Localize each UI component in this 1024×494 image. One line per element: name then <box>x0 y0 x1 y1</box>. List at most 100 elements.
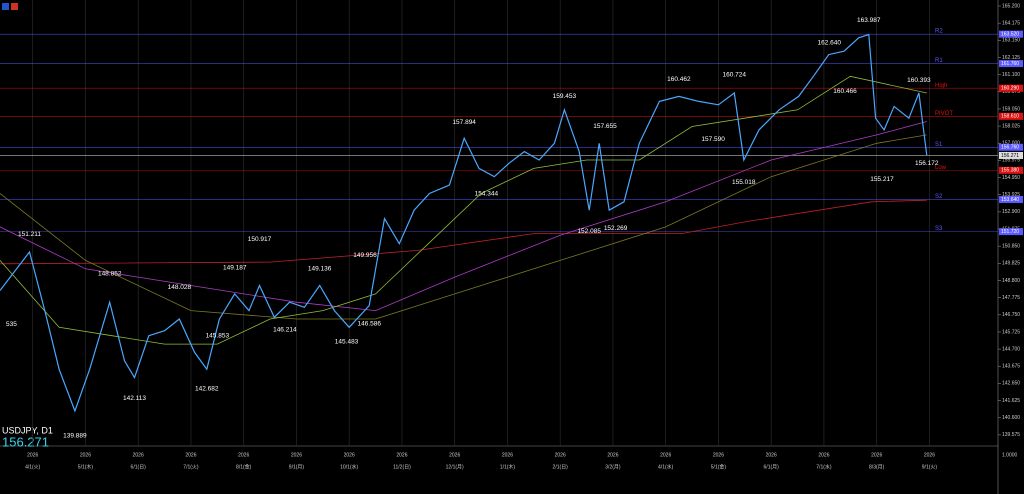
level-value: 163.520 <box>1001 31 1019 37</box>
y-tick-label: 155.975 <box>1002 158 1020 164</box>
level-box <box>999 60 1023 68</box>
y-tick-label: 160.075 <box>1002 89 1020 95</box>
y-tick-label: 154.950 <box>1002 175 1020 181</box>
level-value: 161.760 <box>1001 61 1019 67</box>
current-price-axis-label: 156.271 <box>1001 153 1019 159</box>
x-tick-label: 1/1(木) <box>500 463 516 470</box>
y-tick-label: 142.650 <box>1002 381 1020 387</box>
x-year-label: 2026 <box>713 452 724 458</box>
x-tick-label: 4/1(水) <box>658 463 674 470</box>
level-value: 153.640 <box>1001 197 1019 203</box>
level-name: High <box>935 83 947 89</box>
x-year-label: 2026 <box>871 452 882 458</box>
price-annotation: 142.113 <box>123 395 146 402</box>
level-box <box>999 112 1023 120</box>
x-year-label: 2026 <box>80 452 91 458</box>
price-annotation: 152.085 <box>577 228 601 235</box>
price-line <box>0 33 928 413</box>
sub-axis-label: 1.0000 <box>1002 452 1018 458</box>
price-annotation: 163.987 <box>857 17 881 24</box>
level-value: 151.720 <box>1001 229 1019 235</box>
price-annotation: 160.462 <box>667 76 691 83</box>
x-year-label: 2026 <box>449 452 460 458</box>
y-tick-label: 148.800 <box>1002 278 1020 284</box>
price-annotation: 148.852 <box>98 270 122 277</box>
price-annotation: 160.393 <box>907 77 931 84</box>
price-annotation: 159.453 <box>553 93 577 100</box>
level-name: Low <box>935 165 947 171</box>
x-year-label: 2026 <box>555 452 566 458</box>
price-annotation: 150.917 <box>248 236 272 243</box>
level-value: 158.610 <box>1001 114 1019 120</box>
price-annotation: 142.682 <box>195 386 219 393</box>
x-tick-label: 9/1(火) <box>922 464 938 470</box>
x-tick-label: 8/3(月) <box>869 464 885 470</box>
x-year-label: 2026 <box>766 452 777 458</box>
price-annotation: 157.894 <box>452 119 476 126</box>
x-year-label: 2026 <box>27 452 38 458</box>
y-tick-label: 149.825 <box>1002 261 1020 267</box>
x-year-label: 2026 <box>502 452 513 458</box>
y-tick-label: 152.900 <box>1002 209 1020 215</box>
level-name: PIVOT <box>935 111 953 117</box>
y-tick-label: 159.050 <box>1002 106 1020 112</box>
level-box <box>999 195 1023 203</box>
y-tick-label: 162.125 <box>1002 55 1020 61</box>
x-tick-label: 6/1(日) <box>131 464 147 470</box>
x-year-label: 2026 <box>238 452 249 458</box>
x-tick-label: 4/1(火) <box>25 464 41 470</box>
level-value: 155.380 <box>1001 168 1019 174</box>
price-line <box>0 199 927 265</box>
toolbar-icon[interactable] <box>11 3 18 10</box>
price-annotation: 154.344 <box>475 190 499 197</box>
level-name: S1 <box>935 142 943 148</box>
x-tick-label: 10/1(水) <box>340 463 358 470</box>
x-tick-label: 2/1(日) <box>553 464 569 470</box>
price-annotation: 157.655 <box>593 123 617 130</box>
price-annotation: 148.028 <box>168 284 192 291</box>
price-annotation: 146.214 <box>273 326 297 333</box>
x-tick-label: 11/2(日) <box>393 464 411 470</box>
x-year-label: 2026 <box>291 452 302 458</box>
x-tick-label: 5/1(金) <box>711 463 727 470</box>
y-tick-label: 153.925 <box>1002 192 1020 198</box>
price-annotation: 155.217 <box>870 176 894 183</box>
price-annotation: 146.586 <box>357 320 381 327</box>
price-line <box>0 75 927 345</box>
x-tick-label: 7/1(水) <box>816 463 832 470</box>
level-value: 156.760 <box>1001 145 1019 151</box>
current-price: 156.271 <box>2 434 49 449</box>
y-tick-label: 144.700 <box>1002 346 1020 352</box>
price-annotation: 139.889 <box>63 432 87 439</box>
x-tick-label: 5/1(木) <box>78 463 94 470</box>
price-annotation: 160.724 <box>723 72 747 79</box>
x-tick-label: 6/1(月) <box>764 464 780 470</box>
level-box <box>999 84 1023 92</box>
y-tick-label: 139.575 <box>1002 432 1020 438</box>
toolbar-icon[interactable] <box>2 3 9 10</box>
x-tick-label: 12/1(月) <box>446 464 464 470</box>
x-year-label: 2026 <box>818 452 829 458</box>
level-name: S3 <box>935 226 943 232</box>
price-annotation: 152.269 <box>604 225 628 232</box>
x-year-label: 2026 <box>133 452 144 458</box>
price-line <box>0 134 927 320</box>
level-name: R2 <box>935 29 943 35</box>
y-tick-label: 147.775 <box>1002 295 1020 301</box>
x-year-label: 2026 <box>607 452 618 458</box>
price-annotation: 535 <box>6 321 17 328</box>
x-year-label: 2026 <box>185 452 196 458</box>
level-name: S2 <box>935 194 943 200</box>
price-annotation: 155.018 <box>732 179 756 186</box>
level-box <box>999 30 1023 38</box>
price-annotation: 151.211 <box>18 231 41 238</box>
y-tick-label: 150.850 <box>1002 244 1020 250</box>
x-year-label: 2026 <box>396 452 407 458</box>
symbol-label: USDJPY, D1 <box>2 425 53 435</box>
y-tick-label: 141.625 <box>1002 398 1020 404</box>
price-annotation: 145.853 <box>206 333 230 340</box>
y-tick-label: 161.100 <box>1002 72 1020 78</box>
price-annotation: 149.136 <box>308 266 332 273</box>
current-price-box <box>999 151 1023 159</box>
level-box <box>999 166 1023 174</box>
